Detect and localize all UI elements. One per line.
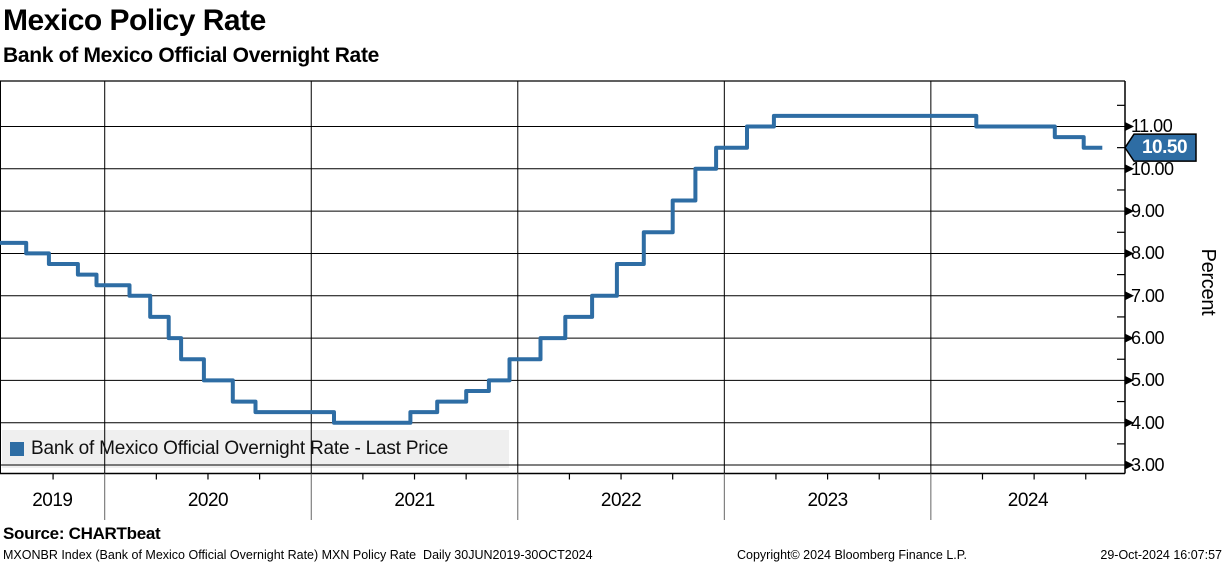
y-tick-label: 7.00 bbox=[1131, 285, 1165, 306]
legend-swatch-icon bbox=[10, 442, 24, 456]
y-major-tick-arrow bbox=[1125, 291, 1134, 301]
rate-step-line bbox=[0, 113, 1103, 425]
y-tick-label: 6.00 bbox=[1131, 328, 1165, 349]
source-line: Source: CHARTbeat bbox=[3, 524, 161, 543]
footer-timestamp: 29-Oct-2024 16:07:57 bbox=[1100, 548, 1222, 562]
y-tick-label: 5.00 bbox=[1131, 370, 1165, 391]
y-tick-label: 4.00 bbox=[1131, 412, 1165, 433]
x-tick-label: 2024 bbox=[1007, 490, 1049, 511]
legend-label: Bank of Mexico Official Overnight Rate -… bbox=[31, 438, 449, 459]
legend: Bank of Mexico Official Overnight Rate -… bbox=[10, 430, 509, 468]
y-tick-label: 3.00 bbox=[1131, 455, 1165, 476]
y-major-tick-arrow bbox=[1125, 164, 1134, 174]
x-tick-label: 2021 bbox=[394, 490, 435, 511]
y-tick-label: 8.00 bbox=[1131, 243, 1165, 264]
footer-copyright: Copyright© 2024 Bloomberg Finance L.P. bbox=[737, 548, 967, 562]
page-subtitle: Bank of Mexico Official Overnight Rate bbox=[3, 44, 380, 67]
y-major-tick-arrow bbox=[1125, 333, 1134, 343]
footer-ticker-text: MXONBR Index (Bank of Mexico Official Ov… bbox=[3, 548, 593, 562]
y-major-tick-arrow bbox=[1125, 418, 1134, 428]
y-tick-label: 11.00 bbox=[1131, 116, 1173, 137]
last-price-label: 10.50 bbox=[1141, 136, 1188, 158]
legend-box-background bbox=[2, 430, 509, 468]
y-major-tick-arrow bbox=[1125, 206, 1134, 216]
y-major-tick-arrow bbox=[1125, 375, 1134, 385]
last-price-tag bbox=[1124, 133, 1197, 162]
x-tick-label: 2019 bbox=[32, 490, 73, 511]
x-tick-label: 2023 bbox=[807, 490, 848, 511]
x-tick-label: 2022 bbox=[600, 490, 642, 511]
page-title: Mexico Policy Rate bbox=[3, 4, 266, 37]
y-major-tick-arrow bbox=[1125, 121, 1134, 131]
y-major-tick-arrow bbox=[1125, 460, 1134, 470]
y-tick-label: 9.00 bbox=[1131, 201, 1165, 222]
y-tick-label: 10.00 bbox=[1131, 158, 1174, 179]
y-major-tick-arrow bbox=[1125, 248, 1134, 258]
y-axis-title: Percent bbox=[1197, 248, 1219, 316]
x-tick-label: 2020 bbox=[187, 490, 229, 511]
